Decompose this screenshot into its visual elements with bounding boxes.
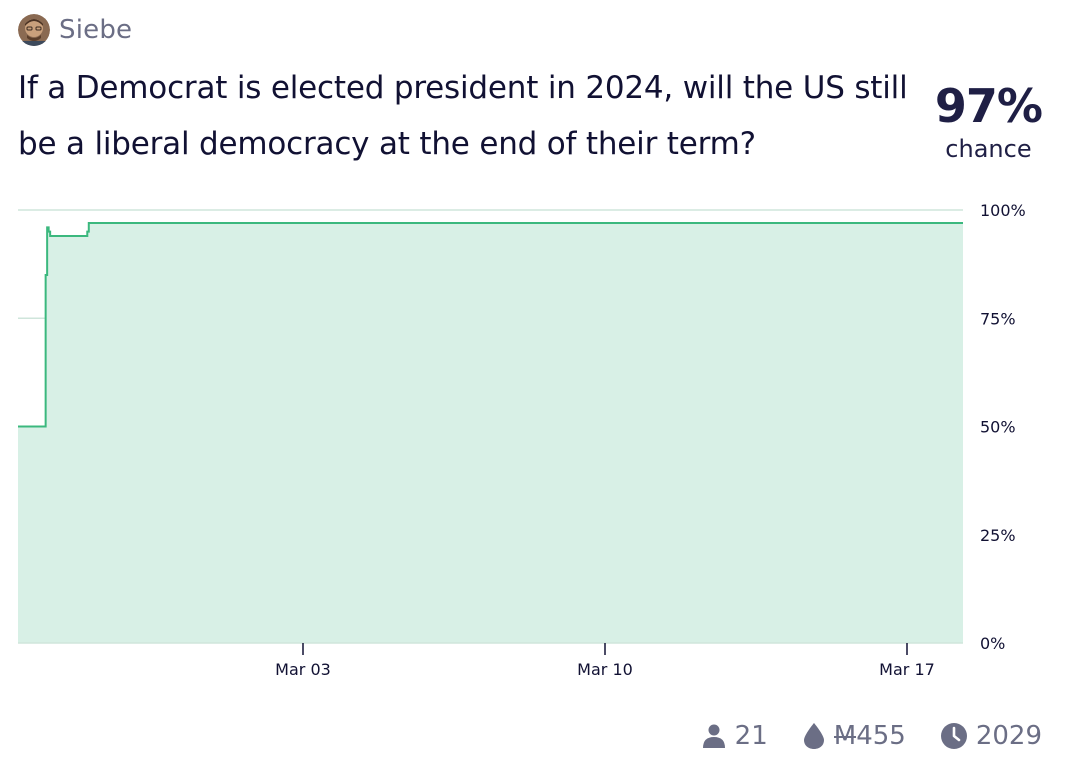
y-tick-label: 50% (980, 418, 1016, 437)
probability-value: 97% (934, 79, 1043, 133)
y-tick-label: 25% (980, 526, 1016, 545)
unique-bettors-stat[interactable]: 2029 (940, 721, 1042, 751)
market-stats: 21 M 455 2029 (667, 716, 1042, 756)
probability-display: 97% chance (934, 79, 1043, 166)
y-tick-label: 75% (980, 309, 1016, 328)
clock-icon (940, 723, 967, 749)
user-icon (702, 724, 725, 748)
probability-area (18, 222, 963, 644)
y-tick-label: 100% (980, 201, 1026, 220)
author-row: Siebe (18, 13, 132, 47)
x-tick-label: Mar 10 (577, 660, 633, 679)
traders-stat[interactable]: 21 (701, 721, 768, 751)
question-title[interactable]: If a Democrat is elected president in 20… (18, 70, 908, 162)
probability-chart[interactable]: Mar 03 Mar 10 Mar 17 100% 75% 50% 25% 0% (0, 190, 1072, 690)
mana-symbol: M (833, 721, 857, 751)
probability-label: chance (945, 135, 1032, 163)
probability-line (18, 221, 963, 428)
droplet-icon (803, 723, 824, 749)
unique-bettors-count: 2029 (975, 721, 1042, 751)
volume-stat[interactable]: M 455 (802, 721, 906, 751)
y-tick-label: 0% (980, 634, 1005, 653)
y-axis-ticks: 100% 75% 50% 25% 0% (980, 201, 1026, 653)
avatar[interactable] (18, 14, 50, 46)
x-axis-ticks: Mar 03 Mar 10 Mar 17 (275, 643, 935, 679)
x-tick-label: Mar 17 (879, 660, 935, 679)
author-name[interactable]: Siebe (59, 15, 133, 45)
volume-amount: 455 (856, 721, 906, 751)
x-tick-label: Mar 03 (275, 660, 331, 679)
traders-count: 21 (734, 721, 768, 751)
